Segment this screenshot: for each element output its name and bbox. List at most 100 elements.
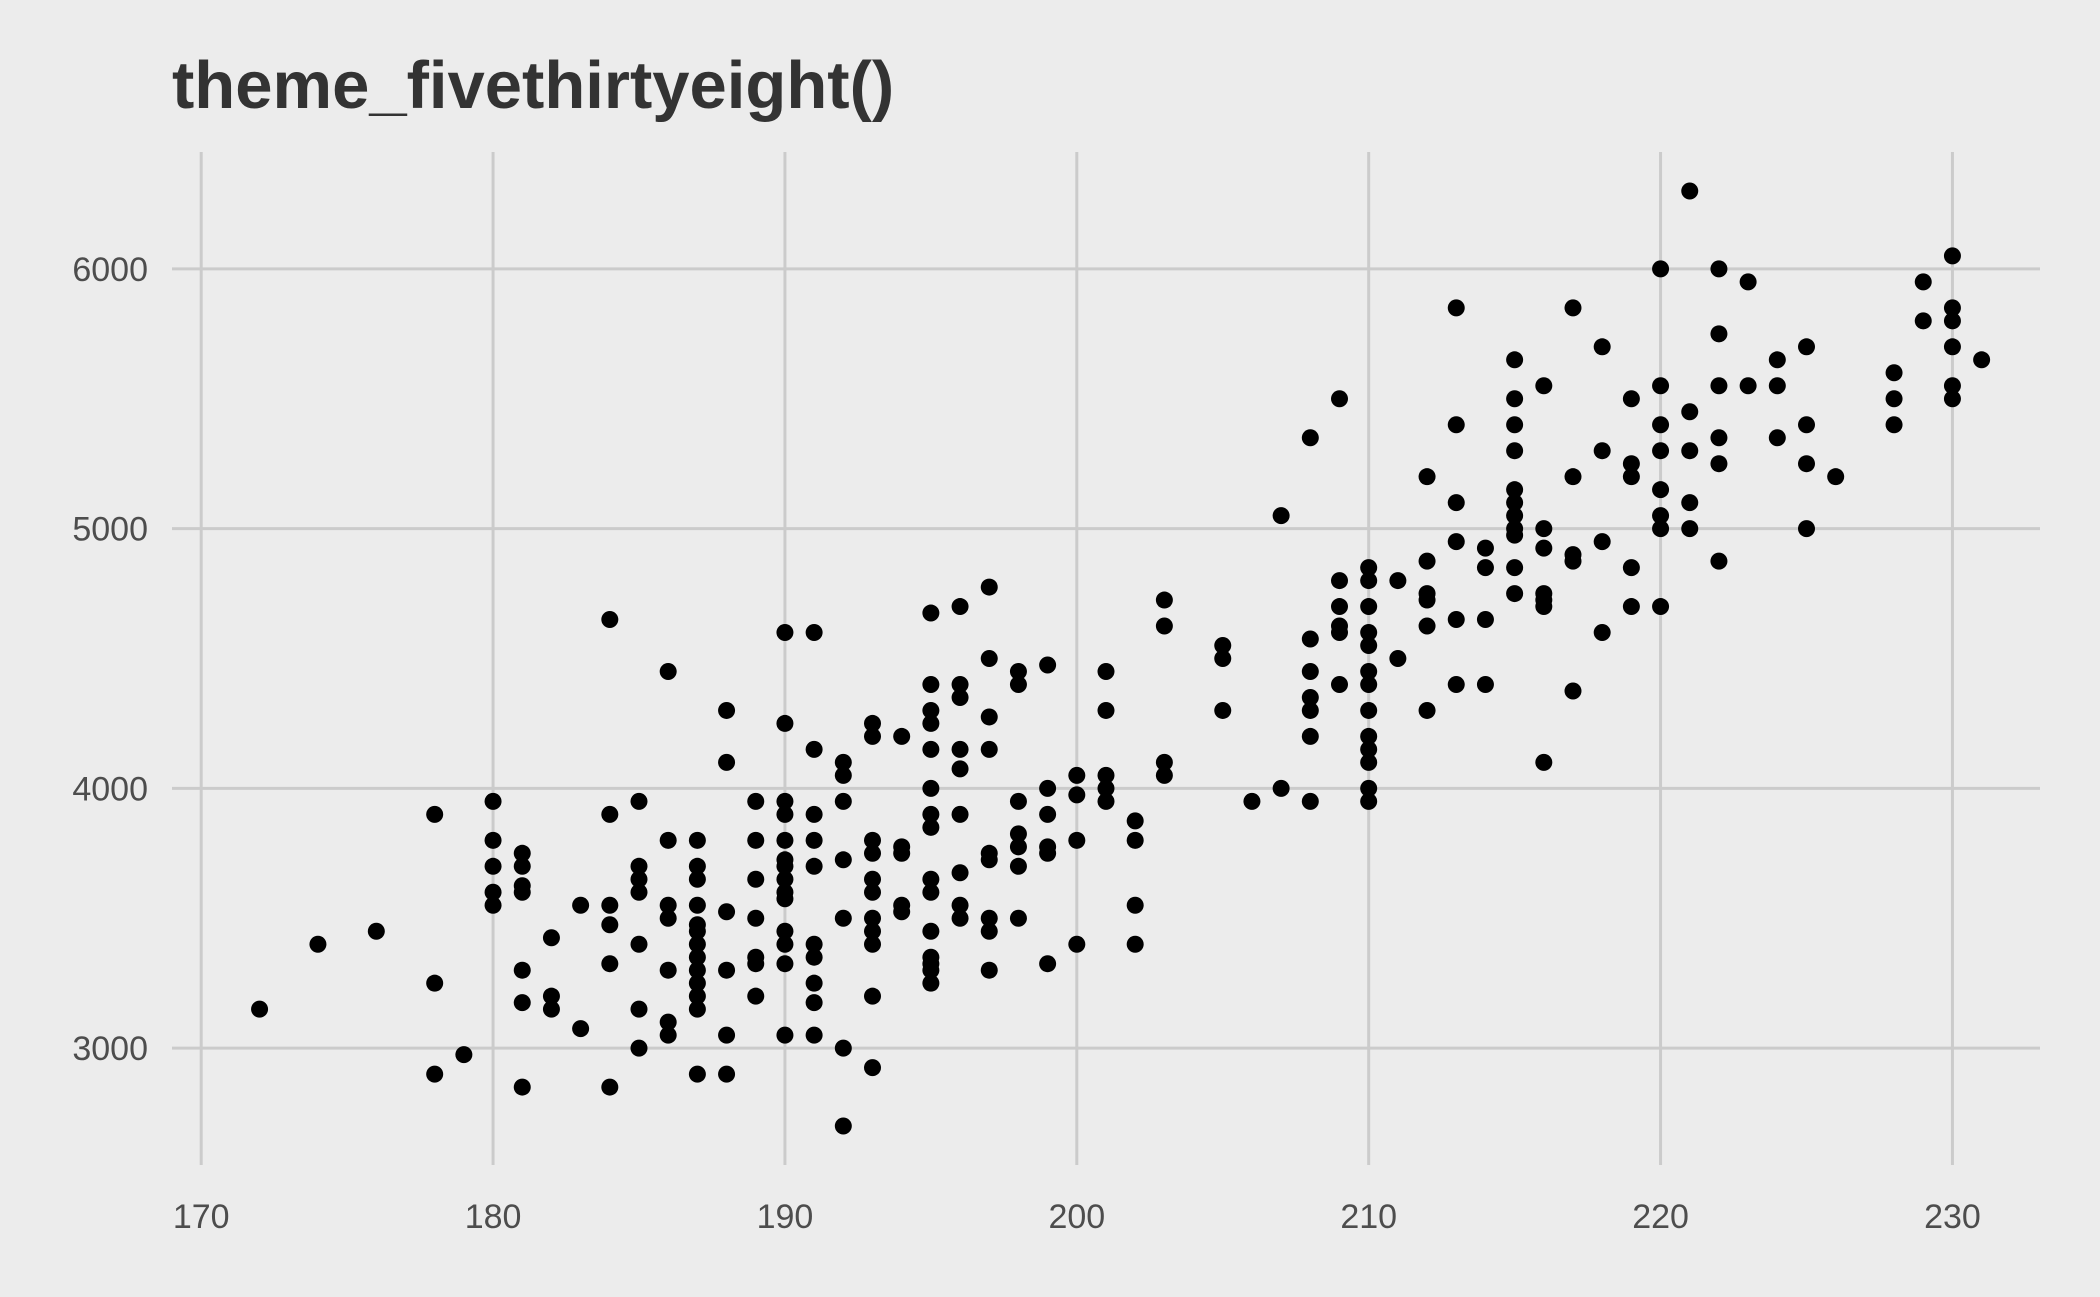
- data-point: [1506, 442, 1524, 460]
- data-point: [1039, 844, 1057, 862]
- data-point: [1272, 779, 1290, 797]
- data-point: [776, 624, 794, 642]
- data-point: [1068, 786, 1086, 804]
- data-point: [834, 851, 852, 869]
- data-point: [864, 714, 881, 732]
- data-point: [980, 650, 998, 667]
- data-point: [1389, 650, 1407, 667]
- data-point: [1885, 390, 1903, 408]
- data-point: [1214, 637, 1232, 655]
- data-point: [630, 1039, 648, 1057]
- data-point: [659, 831, 677, 849]
- data-point: [951, 740, 969, 758]
- data-point: [1097, 662, 1115, 680]
- data-point: [951, 896, 969, 914]
- data-point: [484, 896, 502, 914]
- data-point: [864, 922, 881, 940]
- data-point: [659, 909, 677, 927]
- data-point: [1009, 857, 1027, 875]
- data-point: [1009, 909, 1027, 927]
- data-point: [1943, 377, 1961, 395]
- data-point: [601, 955, 619, 973]
- data-point: [1506, 390, 1524, 408]
- data-point: [1360, 598, 1378, 616]
- data-point: [1272, 507, 1290, 525]
- data-point: [630, 883, 648, 901]
- data-point: [1360, 701, 1378, 719]
- data-point: [922, 740, 940, 758]
- data-point: [1943, 338, 1961, 356]
- data-point: [1768, 377, 1786, 395]
- data-point: [513, 857, 531, 875]
- data-point: [864, 831, 881, 849]
- data-point: [1068, 766, 1086, 784]
- data-point: [718, 903, 736, 921]
- data-point: [1593, 338, 1611, 356]
- data-point: [1039, 955, 1057, 973]
- data-point: [1418, 468, 1436, 486]
- data-point: [1564, 552, 1582, 570]
- data-point: [1622, 390, 1640, 408]
- data-point: [776, 922, 794, 940]
- data-point: [1827, 468, 1845, 486]
- x-tick-label: 170: [173, 1198, 230, 1236]
- data-point: [747, 909, 765, 927]
- data-point: [1652, 442, 1670, 460]
- data-point: [922, 818, 940, 836]
- data-point: [805, 857, 823, 875]
- data-point: [1535, 598, 1553, 616]
- data-point: [1301, 630, 1319, 648]
- data-point: [805, 805, 823, 823]
- data-point: [776, 935, 794, 953]
- data-point: [922, 870, 940, 888]
- data-point: [688, 870, 706, 888]
- data-point: [1214, 701, 1232, 719]
- data-point: [1097, 701, 1115, 719]
- data-point: [309, 935, 327, 953]
- data-point: [1506, 416, 1524, 434]
- data-point: [834, 766, 852, 784]
- y-tick-label: 3000: [72, 1030, 148, 1068]
- data-point: [659, 961, 677, 979]
- data-point: [1009, 675, 1027, 693]
- data-point: [718, 753, 736, 771]
- data-point: [980, 578, 998, 596]
- data-point: [1506, 481, 1524, 499]
- data-point: [776, 805, 794, 823]
- data-point: [484, 831, 502, 849]
- data-point: [484, 857, 502, 875]
- y-tick-label: 6000: [72, 251, 148, 289]
- data-point: [1798, 455, 1815, 473]
- data-point: [1681, 520, 1699, 538]
- data-point: [542, 929, 560, 947]
- data-point: [251, 1000, 269, 1018]
- data-point: [1710, 377, 1728, 395]
- data-point: [1331, 572, 1348, 590]
- data-point: [864, 727, 881, 745]
- data-point: [1681, 494, 1699, 512]
- data-point: [864, 870, 881, 888]
- data-point: [426, 1065, 444, 1083]
- data-point: [1652, 481, 1670, 499]
- data-point: [805, 935, 823, 953]
- data-point: [1798, 520, 1815, 538]
- data-point: [1243, 792, 1261, 810]
- data-point: [1331, 390, 1348, 408]
- data-point: [1301, 701, 1319, 719]
- data-point: [513, 994, 531, 1012]
- data-point: [1418, 701, 1436, 719]
- data-point: [1622, 598, 1640, 616]
- chart-title: theme_fivethirtyeight(): [172, 48, 894, 123]
- data-point: [776, 714, 794, 732]
- data-point: [1476, 559, 1494, 577]
- x-tick-label: 200: [1048, 1198, 1105, 1236]
- data-point: [513, 1078, 531, 1096]
- data-point: [601, 805, 619, 823]
- data-point: [426, 805, 444, 823]
- data-point: [1798, 338, 1815, 356]
- data-point: [834, 909, 852, 927]
- data-point: [1126, 831, 1144, 849]
- data-point: [1506, 494, 1524, 512]
- data-point: [893, 903, 911, 921]
